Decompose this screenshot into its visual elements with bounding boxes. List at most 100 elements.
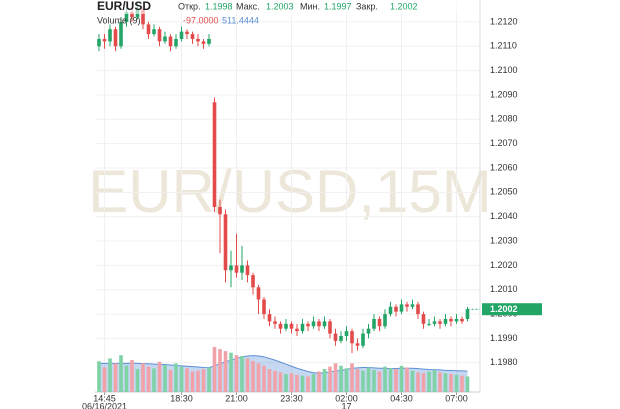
candle-body bbox=[289, 323, 294, 329]
volume-bar bbox=[355, 369, 360, 392]
x-tick-label: 04:30 bbox=[390, 393, 413, 403]
volume-bar bbox=[295, 374, 299, 392]
candle-body bbox=[454, 318, 459, 322]
volume-bar bbox=[366, 367, 371, 392]
candle-body bbox=[438, 321, 442, 324]
candle-body bbox=[333, 333, 338, 341]
volume-bar bbox=[383, 366, 387, 392]
ohlc-value: 1.1997 bbox=[324, 1, 352, 11]
candle-body bbox=[97, 38, 101, 47]
candle-body bbox=[190, 34, 195, 39]
volume-ma-value: 511.4444 bbox=[222, 15, 259, 25]
candle-body bbox=[207, 38, 211, 44]
x-tick-label: 14:45 bbox=[93, 393, 116, 403]
y-tick-label: 1.2070 bbox=[490, 138, 518, 148]
candle-body bbox=[306, 323, 310, 327]
y-tick-label: 1.2060 bbox=[490, 162, 518, 172]
candle-body bbox=[355, 343, 360, 346]
y-tick-label: 1.2020 bbox=[490, 260, 518, 270]
volume-bar bbox=[377, 371, 382, 392]
candle-body bbox=[405, 304, 409, 307]
volume-bar bbox=[229, 352, 233, 392]
volume-bar bbox=[322, 369, 327, 392]
x-tick-label: 02:00 bbox=[335, 393, 358, 403]
volume-bar bbox=[311, 374, 316, 392]
volume-bar bbox=[394, 369, 398, 392]
candle-body bbox=[168, 36, 173, 47]
candle-body bbox=[201, 41, 206, 44]
volume-label: Volume (9) bbox=[97, 15, 141, 25]
y-tick-label: 1.2100 bbox=[490, 65, 518, 75]
candle-body bbox=[262, 299, 266, 315]
volume-bar bbox=[223, 351, 228, 392]
candle-body bbox=[196, 38, 200, 42]
candle-body bbox=[339, 336, 343, 341]
volume-bar bbox=[317, 371, 321, 392]
candle-body bbox=[311, 321, 316, 327]
volume-bar bbox=[185, 368, 189, 392]
candle-body bbox=[108, 29, 112, 42]
y-tick-label: 1.2080 bbox=[490, 114, 518, 124]
candle-body bbox=[141, 9, 145, 25]
candle-body bbox=[432, 321, 437, 324]
candle-body bbox=[245, 265, 250, 276]
volume-bar bbox=[333, 363, 338, 392]
candle-body bbox=[146, 24, 151, 35]
volume-bar bbox=[273, 370, 277, 392]
volume-bar bbox=[416, 372, 420, 392]
y-tick-label: 1.2050 bbox=[490, 187, 518, 197]
volume-bar bbox=[344, 368, 349, 392]
candle-body bbox=[130, 12, 134, 18]
volume-bar bbox=[432, 369, 437, 392]
volume-bar bbox=[113, 363, 118, 392]
volume-bar bbox=[306, 376, 310, 392]
candle-body bbox=[102, 38, 107, 42]
volume-bar bbox=[196, 370, 200, 392]
volume-bar bbox=[427, 371, 431, 392]
candle-body bbox=[223, 214, 228, 271]
candle-body bbox=[322, 321, 327, 327]
volume-bar bbox=[410, 370, 415, 392]
last-price-label: 1.2002 bbox=[490, 304, 518, 314]
ohlc-label: Закр. bbox=[356, 1, 378, 11]
volume-bar bbox=[421, 373, 426, 392]
candle-body bbox=[460, 318, 464, 322]
volume-bar bbox=[97, 361, 101, 392]
candle-body bbox=[361, 333, 365, 346]
candle-body bbox=[251, 275, 255, 288]
candle-body bbox=[399, 304, 404, 312]
volume-bar bbox=[350, 363, 354, 392]
volume-bar bbox=[179, 366, 184, 392]
y-tick-label: 1.1980 bbox=[490, 357, 518, 367]
y-tick-label: 1.2010 bbox=[490, 284, 518, 294]
candle-body bbox=[234, 265, 239, 273]
volume-bar bbox=[234, 355, 239, 392]
volume-bar bbox=[372, 369, 376, 392]
volume-bar bbox=[201, 369, 206, 392]
date-label: 06/16/2021 bbox=[82, 401, 127, 409]
candle-body bbox=[185, 31, 189, 35]
volume-bar bbox=[240, 356, 244, 392]
volume-bar bbox=[465, 376, 470, 392]
candle-body bbox=[421, 314, 426, 324]
y-tick-label: 1.1990 bbox=[490, 333, 518, 343]
y-tick-label: 1.2110 bbox=[490, 41, 517, 51]
candle-body bbox=[383, 314, 387, 327]
candle-body bbox=[163, 36, 167, 42]
volume-bar bbox=[152, 368, 156, 392]
x-tick-label: 07:00 bbox=[445, 393, 468, 403]
volume-bar bbox=[361, 370, 365, 392]
candle-body bbox=[152, 29, 156, 35]
candle-body bbox=[350, 331, 354, 344]
watermark: EUR/USD,15M bbox=[88, 158, 491, 225]
volume-bar bbox=[119, 355, 123, 392]
candle-body bbox=[465, 309, 470, 319]
candle-body bbox=[372, 318, 376, 329]
volume-bar bbox=[163, 365, 167, 392]
candle-body bbox=[113, 29, 118, 47]
candle-body bbox=[273, 321, 277, 324]
volume-bar bbox=[300, 375, 305, 392]
candle-body bbox=[366, 328, 371, 334]
